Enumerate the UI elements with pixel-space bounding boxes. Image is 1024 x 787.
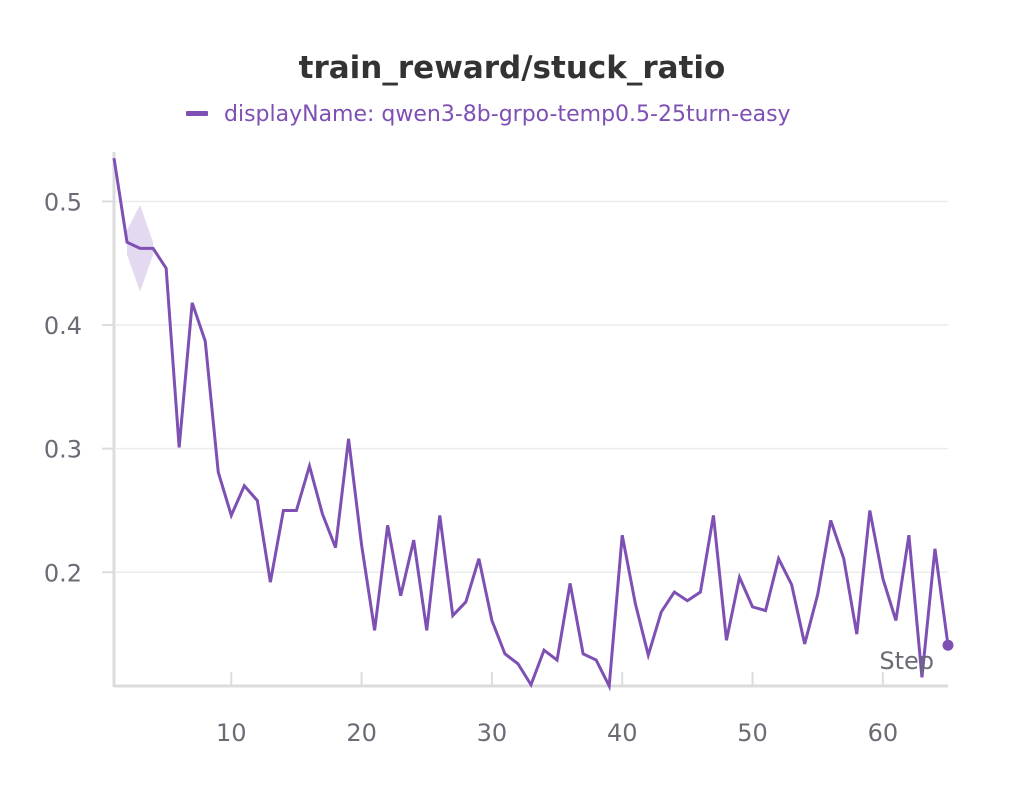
axes (112, 152, 948, 688)
x-tick-label: 50 (737, 719, 768, 747)
y-tick-label: 0.4 (44, 312, 82, 340)
x-tick-label: 10 (216, 719, 247, 747)
legend-swatch (186, 111, 208, 116)
chart-title: train_reward/stuck_ratio (299, 50, 726, 86)
x-tick-label: 60 (868, 719, 899, 747)
series-endpoint-marker[interactable] (942, 639, 954, 651)
x-tick-label: 30 (477, 719, 508, 747)
gridlines (116, 200, 948, 574)
series-layer[interactable] (112, 157, 954, 692)
y-tick-label: 0.5 (44, 188, 82, 216)
legend[interactable]: displayName: qwen3-8b-grpo-temp0.5-25tur… (186, 102, 791, 127)
tick-labels: 0.2 0.3 0.4 0.5 10 20 30 40 50 60 (44, 188, 898, 747)
x-axis-label: Step (879, 647, 934, 675)
x-tick-label: 20 (346, 719, 377, 747)
legend-label: displayName: qwen3-8b-grpo-temp0.5-25tur… (224, 102, 791, 127)
series-line[interactable] (112, 157, 950, 692)
x-tick-label: 40 (607, 719, 638, 747)
y-tick-label: 0.2 (44, 559, 82, 587)
y-tick-label: 0.3 (44, 436, 82, 464)
